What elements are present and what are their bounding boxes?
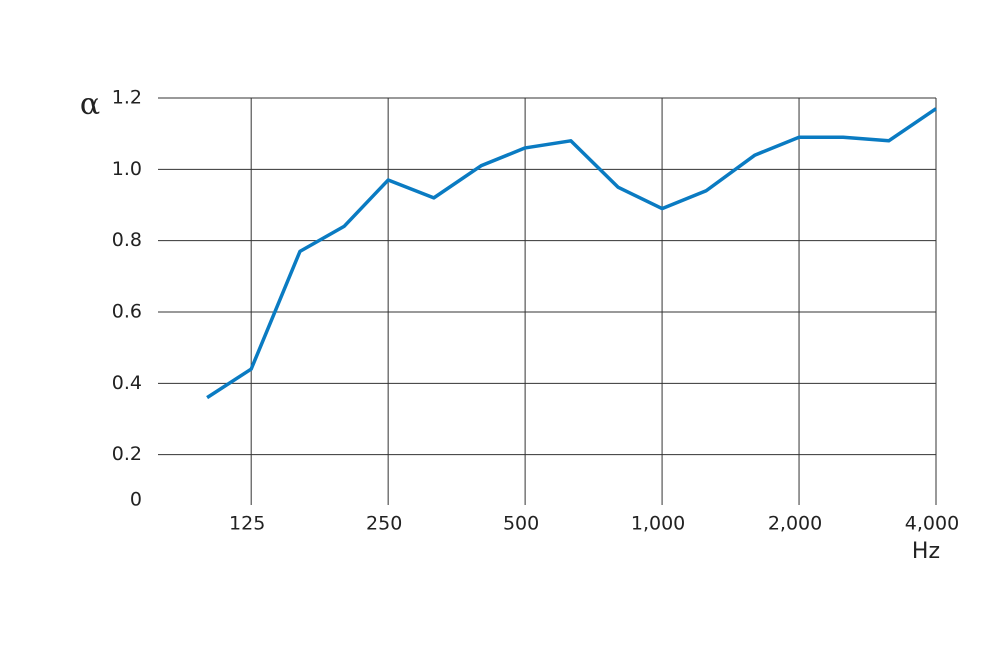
y-tick-label: 1.0 [112, 158, 142, 180]
y-axis-label: α [80, 87, 100, 122]
x-tick-label: 1,000 [631, 513, 685, 535]
x-tick-label: 4,000 [905, 513, 959, 535]
y-tick-label: 0.4 [112, 372, 142, 394]
data-line [206, 107, 937, 400]
x-tick-label: 2,000 [768, 513, 822, 535]
x-tick-label: 250 [366, 513, 402, 535]
y-tick-label: 0.2 [112, 443, 142, 465]
x-tick-label: 125 [229, 513, 265, 535]
x-axis-label: Hz [912, 539, 940, 564]
y-tick-label: 0.6 [112, 301, 142, 323]
x-tick-label: 500 [503, 513, 539, 535]
y-tick-label: 0 [130, 489, 142, 511]
y-tick-label: 0.8 [112, 229, 142, 251]
y-tick-label: 1.2 [112, 87, 142, 109]
